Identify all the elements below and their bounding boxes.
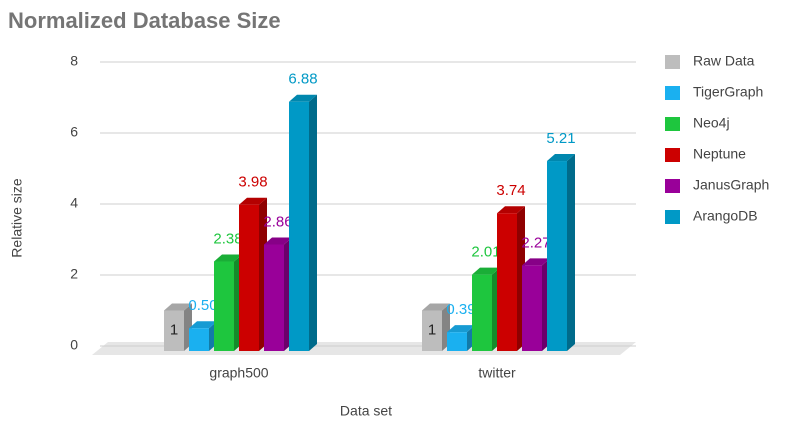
value-label: 1: [428, 322, 436, 339]
bar: [214, 254, 242, 351]
bar-face: [189, 328, 209, 351]
bar-face: [547, 161, 567, 351]
bar-face: [289, 94, 317, 102]
bar: [422, 303, 450, 351]
y-tick-label: 2: [70, 266, 78, 282]
bar: [472, 267, 500, 351]
bar-face: [214, 254, 242, 262]
value-label: 2.01: [471, 244, 500, 261]
legend-swatch: [665, 179, 680, 193]
bar-face: [422, 303, 450, 311]
value-label: 0.50: [188, 297, 217, 314]
bar: [522, 258, 550, 351]
value-label: 2.38: [213, 230, 242, 247]
legend-label: ArangoDB: [693, 208, 758, 224]
value-label: 2.27: [521, 234, 550, 251]
bar-face: [289, 101, 309, 351]
bar: [264, 237, 292, 351]
bar-face: [239, 204, 259, 351]
bar-face: [164, 303, 192, 311]
bar: [447, 325, 475, 351]
legend-swatch: [665, 55, 680, 69]
value-label: 3.98: [238, 174, 267, 191]
value-label: 1: [170, 322, 178, 339]
bar-face: [189, 321, 217, 329]
bar-face: [309, 94, 317, 351]
bar: [497, 206, 525, 351]
legend-label: TigerGraph: [693, 84, 763, 100]
bar: [547, 154, 575, 351]
bar-face: [164, 310, 184, 351]
bar: [289, 94, 317, 351]
bar-face: [497, 206, 525, 214]
bar: [189, 321, 217, 351]
bar-face: [547, 154, 575, 162]
legend-swatch: [665, 86, 680, 100]
bar: [239, 197, 267, 351]
bar-face: [497, 213, 517, 351]
chart-title: Normalized Database Size: [8, 8, 281, 33]
bar-face: [472, 274, 492, 351]
bar-face: [567, 154, 575, 351]
x-tick-label: graph500: [209, 365, 268, 381]
bar-face: [447, 332, 467, 351]
bar-face: [522, 258, 550, 266]
value-label: 2.86: [263, 213, 292, 230]
legend-label: JanusGraph: [693, 177, 769, 193]
bar-face: [239, 197, 267, 205]
y-axis-label: Relative size: [9, 178, 25, 258]
y-tick-label: 0: [70, 337, 78, 353]
bar-face: [214, 261, 234, 351]
value-label: 6.88: [288, 71, 317, 88]
y-tick-label: 4: [70, 195, 78, 211]
legend-swatch: [665, 148, 680, 162]
legend-swatch: [665, 117, 680, 131]
bar-face: [264, 237, 292, 245]
bar-face: [522, 265, 542, 351]
bar-face: [447, 325, 475, 333]
x-tick-label: twitter: [478, 365, 516, 381]
bar: [164, 303, 192, 351]
y-tick-label: 6: [70, 124, 78, 140]
value-label: 5.21: [546, 130, 575, 147]
bar-face: [472, 267, 500, 275]
legend-label: Neptune: [693, 146, 746, 162]
value-label: 3.74: [496, 182, 525, 199]
x-axis-label: Data set: [340, 403, 392, 419]
legend-swatch: [665, 210, 680, 224]
y-tick-label: 8: [70, 53, 78, 69]
bar-face: [422, 310, 442, 351]
bar-face: [264, 244, 284, 351]
legend-label: Neo4j: [693, 115, 730, 131]
value-label: 0.39: [446, 301, 475, 318]
legend-label: Raw Data: [693, 53, 755, 69]
